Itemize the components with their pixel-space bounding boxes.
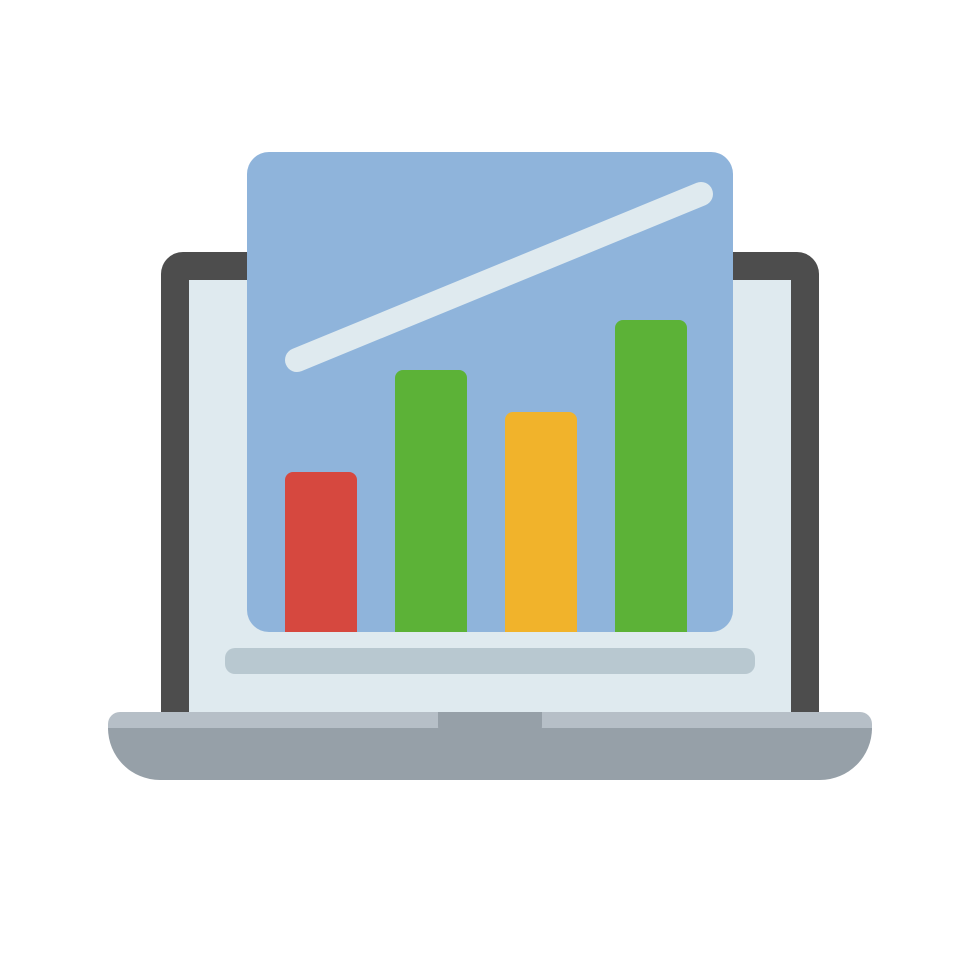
analytics-laptop-icon [0, 0, 980, 980]
screen-accent-bar [225, 648, 755, 674]
chart-panel [247, 152, 733, 632]
trend-line-icon [247, 152, 733, 632]
laptop-base-front [108, 728, 872, 780]
trend-line [297, 194, 701, 360]
